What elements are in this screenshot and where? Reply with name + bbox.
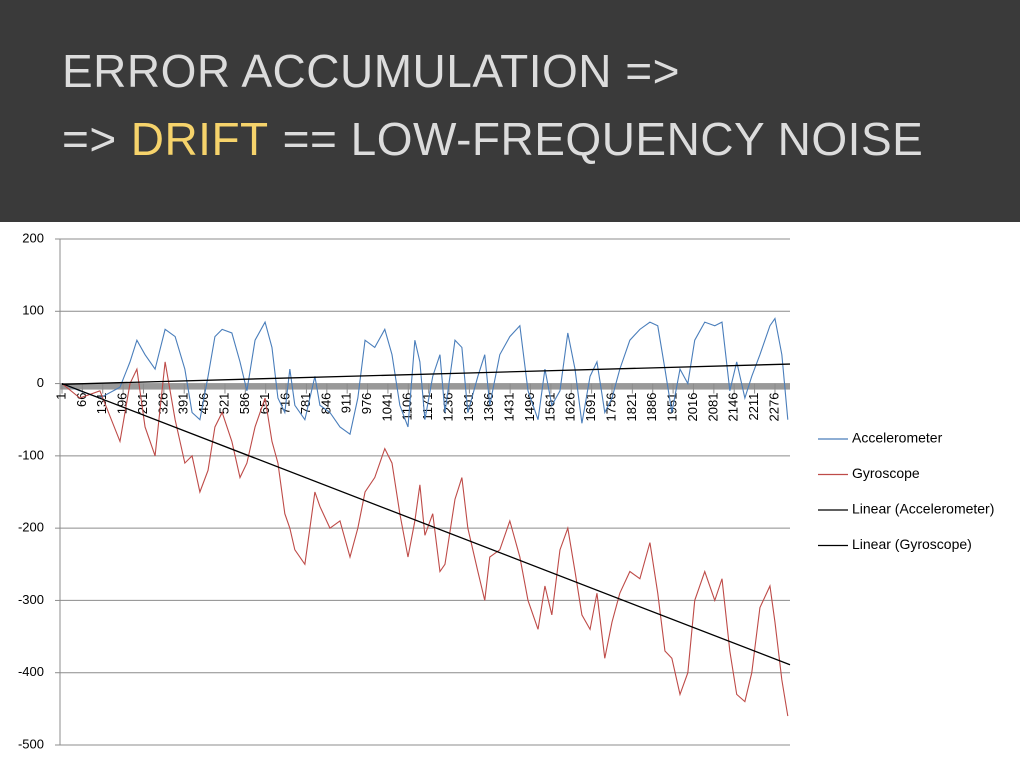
x-tick-label: 1951 xyxy=(665,393,680,422)
title-bar: ERROR ACCUMULATION => => DRIFT == LOW-FREQ… xyxy=(0,0,1020,222)
title-highlight: DRIFT xyxy=(130,113,269,165)
x-tick-label: 2276 xyxy=(766,393,781,422)
x-tick-label: 716 xyxy=(278,393,293,415)
x-tick-label: 1431 xyxy=(502,393,517,422)
x-tick-label: 391 xyxy=(176,393,191,415)
x-tick-label: 911 xyxy=(339,393,354,414)
x-tick-label: 196 xyxy=(115,393,130,415)
legend-label: Linear (Gyroscope) xyxy=(852,536,972,552)
x-tick-label: 846 xyxy=(318,393,333,415)
x-axis xyxy=(60,383,790,390)
x-tick-label: 2016 xyxy=(685,393,700,422)
x-tick-label: 1691 xyxy=(583,393,598,422)
title-part: == LOW-FREQUENCY NOISE xyxy=(282,113,924,165)
x-tick-label: 456 xyxy=(196,393,211,415)
legend-label: Gyroscope xyxy=(852,465,920,481)
x-tick-label: 1561 xyxy=(542,393,557,422)
title-line: ERROR ACCUMULATION => xyxy=(62,45,680,97)
x-tick-label: 651 xyxy=(257,393,272,415)
x-tick-label: 1301 xyxy=(461,393,476,422)
x-tick-label: 1041 xyxy=(379,393,394,422)
title-part: => xyxy=(62,113,117,165)
x-tick-label: 1236 xyxy=(440,393,455,422)
x-tick-label: 1 xyxy=(53,393,68,400)
x-tick-label: 1821 xyxy=(624,393,639,422)
x-tick-label: 2081 xyxy=(705,393,720,422)
x-tick-label: 781 xyxy=(298,393,313,415)
y-tick-label: -500 xyxy=(18,736,44,751)
y-tick-label: -200 xyxy=(18,520,44,535)
x-tick-label: 326 xyxy=(155,393,170,415)
x-tick-label: 586 xyxy=(237,393,252,415)
series-line xyxy=(61,363,791,385)
x-tick-label: 1496 xyxy=(522,393,537,422)
legend-label: Accelerometer xyxy=(852,430,943,446)
x-tick-label: 1106 xyxy=(400,393,415,421)
series-line xyxy=(61,361,789,717)
series-line xyxy=(61,382,791,666)
y-tick-label: -100 xyxy=(18,447,44,462)
y-tick-label: 0 xyxy=(37,375,44,390)
x-tick-label: 1366 xyxy=(481,393,496,422)
x-tick-label: 976 xyxy=(359,393,374,415)
x-tick-label: 1756 xyxy=(603,393,618,422)
y-tick-label: -400 xyxy=(18,664,44,679)
legend-label: Linear (Accelerometer) xyxy=(852,501,994,517)
x-tick-label: 1886 xyxy=(644,393,659,422)
x-tick-label: 521 xyxy=(216,393,231,415)
y-tick-label: -300 xyxy=(18,592,44,607)
x-tick-label: 2146 xyxy=(726,393,741,422)
y-tick-label: 200 xyxy=(22,230,44,245)
series-line xyxy=(61,317,789,436)
y-tick-label: 100 xyxy=(22,303,44,318)
x-tick-label: 261 xyxy=(135,393,150,415)
title-line: => DRIFT == LOW-FREQUENCY NOISE xyxy=(62,112,937,166)
x-tick-label: 2211 xyxy=(746,393,761,421)
x-tick-label: 1626 xyxy=(563,393,578,422)
